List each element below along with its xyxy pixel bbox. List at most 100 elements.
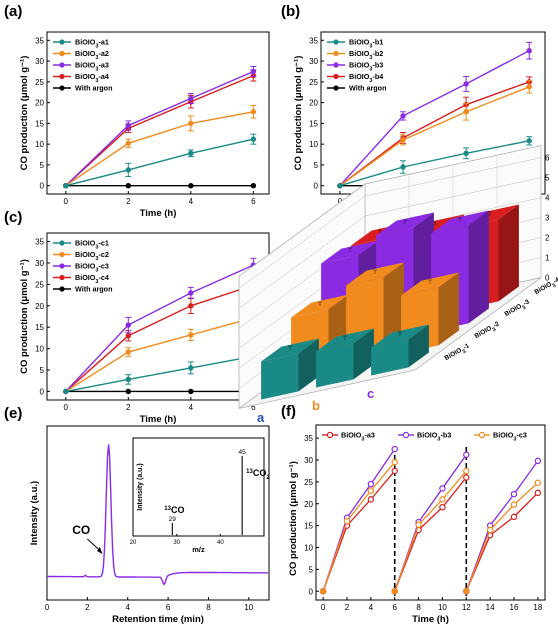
data-point — [526, 138, 532, 144]
series-BiOIO3-c4 — [63, 277, 257, 395]
plot-frame — [46, 31, 270, 195]
x-tick-label: 12 — [462, 603, 471, 612]
legend-marker — [478, 431, 486, 439]
legend-label: BiOIO3-a2 — [75, 49, 109, 61]
data-point — [250, 109, 257, 115]
data-point — [125, 349, 131, 355]
legend-label: BiOIO3-c3 — [493, 431, 527, 443]
series-line — [65, 70, 254, 187]
panel-tag: (e) — [4, 405, 22, 422]
data-point — [367, 496, 375, 503]
data-point — [439, 504, 446, 511]
legend-marker — [59, 62, 65, 68]
inset-x-tick-label: 40 — [217, 540, 224, 546]
x-tick-label: 14 — [486, 603, 495, 612]
series-line — [394, 477, 467, 592]
group-label: a — [257, 410, 265, 425]
y-tick-label: 0 — [40, 387, 45, 396]
data-point — [367, 487, 375, 494]
bar-side — [408, 324, 429, 368]
y-tick-label: 0 — [314, 182, 319, 191]
series-BiOIO3-c3 — [319, 458, 542, 595]
x-tick-label: 8 — [206, 603, 211, 612]
panel-tag: (b) — [281, 3, 300, 20]
z-tick-label: 0 — [545, 274, 550, 283]
y-tick-label: 5 — [40, 161, 45, 170]
y-tick-label: 30 — [35, 57, 44, 66]
legend: BiOIO3-c1BiOIO3-c2BiOIO3-c3BiOIO3-c4With… — [53, 239, 112, 294]
panel-c: 0 5 10 15 20 25 30 35 0 2 4 6 Time (h) CO production … — [4, 209, 270, 425]
x-tick-label: 4 — [189, 197, 194, 206]
bar-a-1 — [261, 338, 319, 400]
legend-marker — [59, 240, 65, 246]
series-line — [65, 138, 254, 187]
data-point — [415, 521, 422, 528]
legend-label: BiOIO3-b1 — [349, 38, 383, 50]
data-point — [463, 474, 470, 481]
inset-y-title: Intensity (a.u.) — [137, 463, 144, 510]
bar-front — [261, 353, 299, 400]
series-line — [65, 317, 254, 393]
y-tick-label: 35 — [309, 36, 318, 45]
legend-label: BiOIO3-b2 — [349, 49, 383, 61]
y-tick-label: 15 — [35, 323, 44, 332]
panel-tag: (a) — [4, 3, 22, 20]
legend-label: BiOIO3-b3 — [417, 431, 451, 443]
data-point — [463, 81, 469, 87]
ms-peak-label: 13CO2 — [246, 468, 270, 481]
plot-frame — [46, 425, 270, 601]
series-line — [394, 470, 467, 592]
data-point — [188, 332, 194, 338]
panel-e: (e) 0 2 4 6 8 10 Retention time (min) Intensity … — [4, 405, 270, 625]
legend-label: With argon — [75, 285, 112, 294]
y-axis-title: Intensity (a.u.) — [29, 481, 40, 545]
grid-line — [238, 195, 366, 289]
data-point — [63, 182, 69, 189]
legend: BiOIO3-a3 BiOIO3-b3 BiOIO3-c3 — [322, 431, 527, 443]
data-point — [534, 489, 542, 497]
legend-marker — [59, 251, 65, 258]
series-line — [465, 460, 539, 592]
data-point — [510, 501, 518, 508]
x-tick-label: 2 — [126, 403, 131, 412]
data-point — [188, 150, 194, 156]
bar-side — [438, 272, 459, 346]
series-line — [65, 74, 254, 187]
y-tick-label: 25 — [309, 78, 318, 87]
x-tick-label: 0 — [64, 403, 69, 412]
series-BiOIO3-a3 — [63, 65, 257, 189]
data-point — [125, 140, 131, 147]
bar-side — [353, 328, 374, 380]
y-tick-label: 15 — [35, 119, 44, 128]
data-point — [400, 137, 406, 143]
z-tick-label: 3 — [545, 214, 550, 223]
legend-marker — [59, 274, 65, 281]
legend-label: BiOIO3-a3 — [341, 431, 375, 443]
data-point — [250, 136, 257, 142]
data-point — [391, 588, 398, 595]
legend-label: With argon — [349, 84, 386, 93]
legend-marker — [59, 286, 65, 292]
data-point — [250, 182, 257, 189]
legend-label: BiOIO3-b3 — [349, 61, 383, 73]
y-tick-label: 0 — [40, 182, 45, 191]
series-BiOIO3-c1 — [63, 349, 257, 395]
legend: BiOIO3-a1BiOIO3-a2BiOIO3-a3BiOIO3-a4With… — [53, 38, 112, 93]
x-tick-label: 0 — [321, 603, 326, 612]
legend-label: BiOIO3-c4 — [75, 273, 109, 285]
bar-side — [298, 338, 319, 392]
legend: BiOIO3-b1BiOIO3-b2BiOIO3-b3BiOIO3-b4With… — [327, 38, 386, 93]
data-point — [439, 496, 446, 503]
data-point — [526, 47, 532, 54]
data-point — [188, 388, 194, 395]
y-tick-label: 15 — [309, 119, 318, 128]
series-line — [322, 448, 396, 592]
data-point — [125, 376, 131, 383]
x-tick-label: 16 — [510, 603, 519, 612]
data-point — [188, 365, 194, 371]
data-point — [463, 109, 469, 115]
legend-marker — [59, 50, 65, 57]
peak-arrow — [87, 538, 101, 552]
legend-marker — [333, 73, 339, 80]
